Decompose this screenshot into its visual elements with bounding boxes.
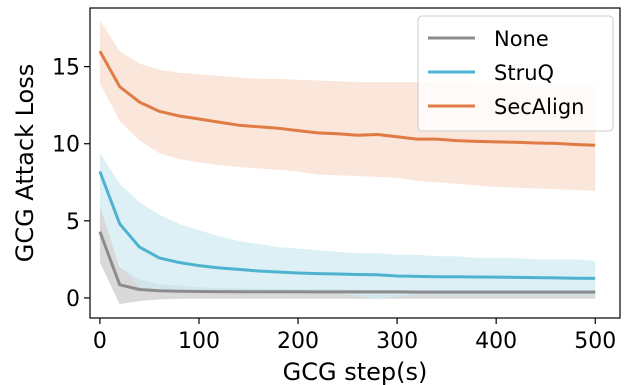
legend-label-secalign: SecAlign xyxy=(494,95,584,119)
line-struq xyxy=(98,170,596,280)
x-axis-ticks: 0 100 200 300 400 500 xyxy=(93,318,616,354)
x-tick-label: 500 xyxy=(574,329,616,354)
y-tick-label: 0 xyxy=(66,287,80,312)
y-axis-ticks: 0 5 10 15 xyxy=(52,56,90,312)
x-tick-label: 0 xyxy=(93,329,107,354)
legend: None StruQ SecAlign xyxy=(417,15,614,132)
band-struq xyxy=(99,153,596,300)
legend-label-none: None xyxy=(494,27,549,51)
line-secalign xyxy=(98,50,596,147)
x-tick-label: 300 xyxy=(376,329,418,354)
y-tick-label: 15 xyxy=(52,56,80,81)
legend-box xyxy=(417,15,614,132)
line-none xyxy=(98,231,596,294)
x-axis-label: GCG step(s) xyxy=(283,358,428,385)
y-tick-label: 5 xyxy=(66,210,80,235)
legend-label-struq: StruQ xyxy=(494,61,554,85)
x-tick-label: 200 xyxy=(277,329,319,354)
x-tick-label: 100 xyxy=(178,329,220,354)
x-tick-label: 400 xyxy=(475,329,517,354)
y-tick-label: 10 xyxy=(52,133,80,158)
confidence-bands xyxy=(99,20,596,305)
band-secalign xyxy=(99,20,596,191)
plot-frame xyxy=(89,7,621,319)
series-lines xyxy=(98,50,596,294)
y-axis-label: GCG Attack Loss xyxy=(11,64,39,262)
